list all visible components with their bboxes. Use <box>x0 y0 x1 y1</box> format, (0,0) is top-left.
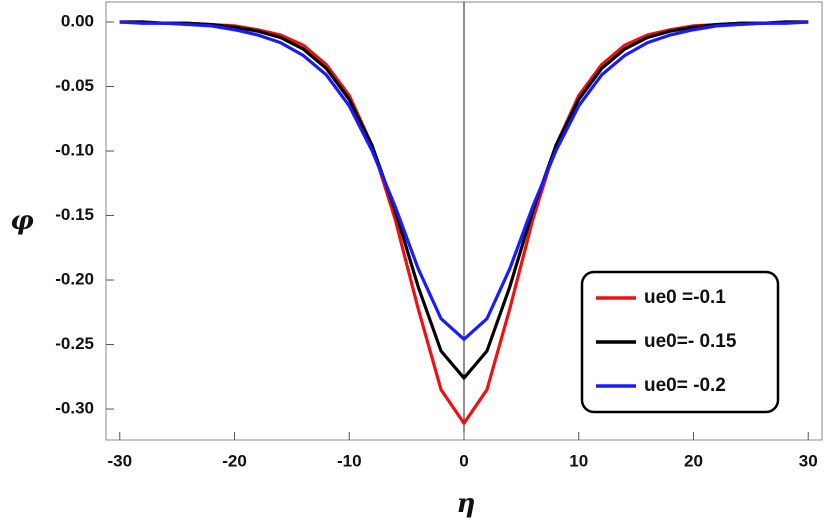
y-tick-label: -0.15 <box>55 205 94 224</box>
x-tick-label: -20 <box>222 451 247 470</box>
y-tick-label: 0.00 <box>61 11 94 30</box>
legend: ue0 =-0.1 ue0=- 0.15 ue0= -0.2 <box>580 270 780 414</box>
x-tick-label: 30 <box>799 451 818 470</box>
y-axis-label: φ <box>10 206 34 236</box>
x-tick-label: -10 <box>337 451 362 470</box>
x-axis-label: η <box>457 489 476 519</box>
x-tick-label: 10 <box>569 451 588 470</box>
y-tick-label: -0.30 <box>55 399 94 418</box>
legend-label: ue0= -0.2 <box>644 375 726 396</box>
series-line <box>119 20 809 341</box>
x-tick-label: -30 <box>107 451 132 470</box>
y-tick-label: -0.20 <box>55 270 94 289</box>
series-line <box>119 20 809 380</box>
y-tick-label: -0.10 <box>55 140 94 159</box>
legend-label: ue0 =-0.1 <box>644 287 726 308</box>
x-tick-label: 0 <box>459 451 468 470</box>
x-tick-label: 20 <box>684 451 703 470</box>
legend-box <box>580 270 780 414</box>
y-tick-label: -0.25 <box>55 334 94 353</box>
legend-label: ue0=- 0.15 <box>644 331 737 352</box>
y-tick-label: -0.05 <box>55 76 94 95</box>
